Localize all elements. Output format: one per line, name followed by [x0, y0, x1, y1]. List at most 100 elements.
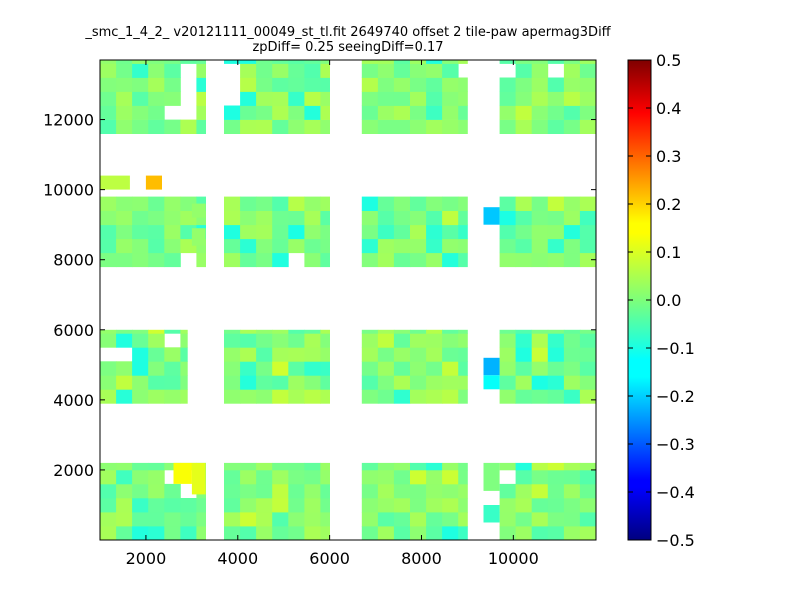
heatmap-cell: [361, 77, 379, 92]
heatmap-cell: [393, 347, 411, 362]
heatmap-cell: [410, 462, 427, 471]
heatmap-cell: [116, 329, 133, 334]
heatmap-cell: [515, 196, 533, 211]
heatmap-cell: [180, 329, 188, 334]
heatmap-cell: [256, 498, 273, 513]
heatmap-cell: [148, 238, 165, 254]
heatmap-cell: [499, 389, 517, 404]
heatmap-cell: [579, 238, 597, 254]
heatmap-cell: [256, 63, 273, 78]
heatmap-cell: [377, 238, 395, 254]
heatmap-cell: [515, 526, 533, 541]
heatmap-cell: [547, 483, 565, 499]
heatmap-cell: [272, 498, 289, 513]
colorbar-tick-label: 0.1: [656, 243, 681, 262]
heatmap-cell: [426, 462, 443, 471]
heatmap-cell: [377, 60, 395, 64]
heatmap-cell: [196, 77, 206, 92]
heatmap-cell: [410, 252, 427, 268]
heatmap-cell: [531, 77, 549, 92]
heatmap-cell: [563, 252, 581, 268]
heatmap-cell: [563, 91, 581, 106]
heatmap-cell: [361, 526, 379, 541]
heatmap-cell: [377, 119, 395, 134]
heatmap-cell: [272, 105, 289, 120]
heatmap-cell: [148, 252, 165, 268]
heatmap-cell: [272, 119, 289, 134]
heatmap-cell: [100, 375, 117, 390]
heatmap-cell: [180, 526, 197, 541]
heatmap-cell: [377, 252, 395, 268]
heatmap-cell: [240, 329, 257, 334]
heatmap-cell: [256, 389, 273, 404]
heatmap-cell: [272, 526, 289, 541]
heatmap-cell: [196, 63, 206, 78]
heatmap-cell: [116, 60, 133, 64]
heatmap-cell: [410, 347, 427, 362]
heatmap-cell: [531, 210, 549, 226]
heatmap-cell: [196, 252, 206, 268]
heatmap-cell: [563, 347, 581, 362]
heatmap-cell: [224, 526, 241, 541]
heatmap-cell: [256, 238, 273, 254]
heatmap-cell: [361, 210, 379, 226]
heatmap-cell: [164, 238, 181, 254]
heatmap-cell: [304, 60, 321, 64]
heatmap-cell: [145, 175, 162, 190]
heatmap-cell: [304, 238, 321, 254]
heatmap-cell: [272, 224, 289, 240]
heatmap-cell: [304, 512, 321, 527]
heatmap-cell: [288, 389, 305, 404]
heatmap-cell: [148, 63, 165, 78]
heatmap-cell: [272, 238, 289, 254]
heatmap-cell: [224, 196, 241, 211]
heatmap-cell: [320, 347, 330, 362]
heatmap-cell: [224, 210, 241, 226]
heatmap-cell: [458, 462, 468, 471]
heatmap-cell: [426, 210, 443, 226]
heatmap-cell: [288, 63, 305, 78]
heatmap-cell: [483, 462, 500, 491]
heatmap-cell: [180, 512, 197, 527]
heatmap-cell: [547, 361, 565, 376]
heatmap-cell: [272, 469, 289, 485]
heatmap-cell: [272, 333, 289, 348]
heatmap-cell: [531, 389, 549, 404]
heatmap-cell: [579, 210, 597, 226]
heatmap-cell: [483, 207, 500, 225]
heatmap-cell: [116, 498, 133, 513]
heatmap-cell: [393, 196, 411, 211]
heatmap-cell: [132, 375, 149, 390]
heatmap-cell: [132, 469, 149, 485]
heatmap-cell: [148, 526, 165, 541]
heatmap-cell: [256, 252, 273, 268]
heatmap-cell: [442, 77, 459, 92]
heatmap-cell: [579, 63, 597, 78]
heatmap-cell: [132, 462, 149, 471]
heatmap-cell: [499, 196, 517, 211]
heatmap-cell: [426, 252, 443, 268]
heatmap-cell: [132, 91, 149, 106]
heatmap-cell: [320, 63, 330, 78]
heatmap-cell: [304, 224, 321, 240]
heatmap-cell: [393, 526, 411, 541]
heatmap-cell: [116, 224, 133, 240]
heatmap-cell: [499, 462, 517, 471]
colorbar-tick-label: −0.1: [656, 339, 695, 358]
heatmap-cell: [579, 105, 597, 120]
heatmap-cell: [148, 77, 165, 92]
heatmap-cell: [458, 119, 468, 134]
heatmap-cell: [442, 105, 459, 120]
heatmap-cell: [240, 91, 257, 106]
heatmap-cell: [272, 210, 289, 226]
heatmap-cell: [196, 512, 206, 527]
heatmap-cell: [132, 512, 149, 527]
heatmap-cell: [148, 329, 165, 334]
heatmap-cell: [164, 196, 181, 211]
heatmap-cell: [547, 498, 565, 513]
heatmap-cell: [100, 175, 130, 190]
heatmap-cell: [224, 252, 241, 268]
heatmap-cell: [515, 119, 533, 134]
heatmap-cell: [272, 462, 289, 471]
heatmap-cell: [288, 224, 305, 240]
